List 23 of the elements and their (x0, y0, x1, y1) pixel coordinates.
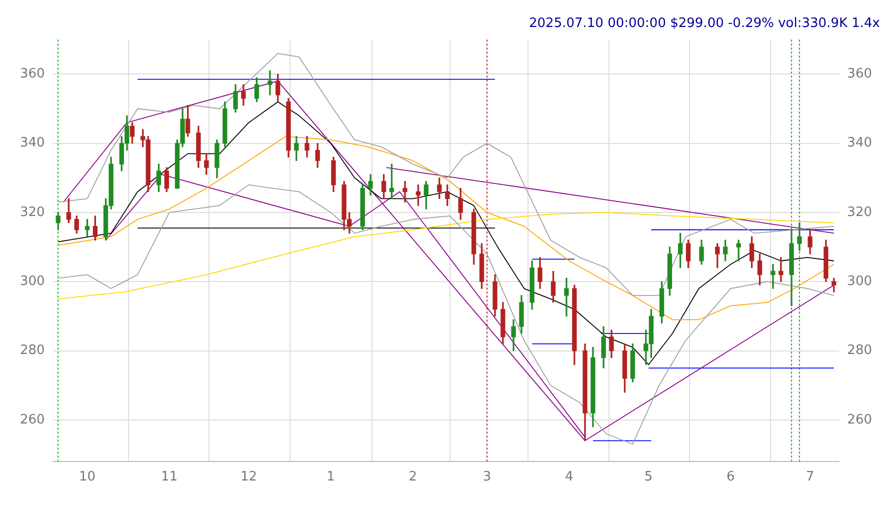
x-tick-label: 1 (326, 470, 335, 485)
x-tick-label: 2 (408, 470, 418, 485)
x-tick-label: 3 (482, 470, 492, 485)
y2-tick-label: 320 (847, 204, 872, 220)
y2-tick-label: 300 (847, 274, 872, 289)
y2-tick-label: 360 (847, 66, 872, 82)
y2-tick-label: 260 (847, 412, 872, 428)
x-tick-label: 12 (240, 470, 258, 485)
x-tick-label: 11 (161, 470, 178, 485)
y-tick-label: 260 (20, 412, 45, 428)
chart-title: 2025.07.10 00:00:00 $299.00 -0.29% vol:330.9K 1.4x (529, 16, 880, 32)
x-tick-label: 6 (726, 470, 735, 485)
x-tick-label: 5 (644, 470, 653, 485)
y2-tick-label: 280 (847, 343, 872, 358)
x-tick-label: 7 (806, 470, 814, 485)
y-tick-label: 360 (20, 66, 45, 82)
y-tick-label: 320 (20, 204, 45, 220)
x-tick-label: 4 (564, 470, 574, 485)
y-tick-label: 300 (20, 274, 45, 289)
x-tick-label: 10 (78, 470, 96, 485)
y-tick-label: 280 (20, 343, 45, 358)
y-tick-label: 340 (20, 136, 45, 151)
y2-tick-label: 340 (847, 136, 872, 151)
